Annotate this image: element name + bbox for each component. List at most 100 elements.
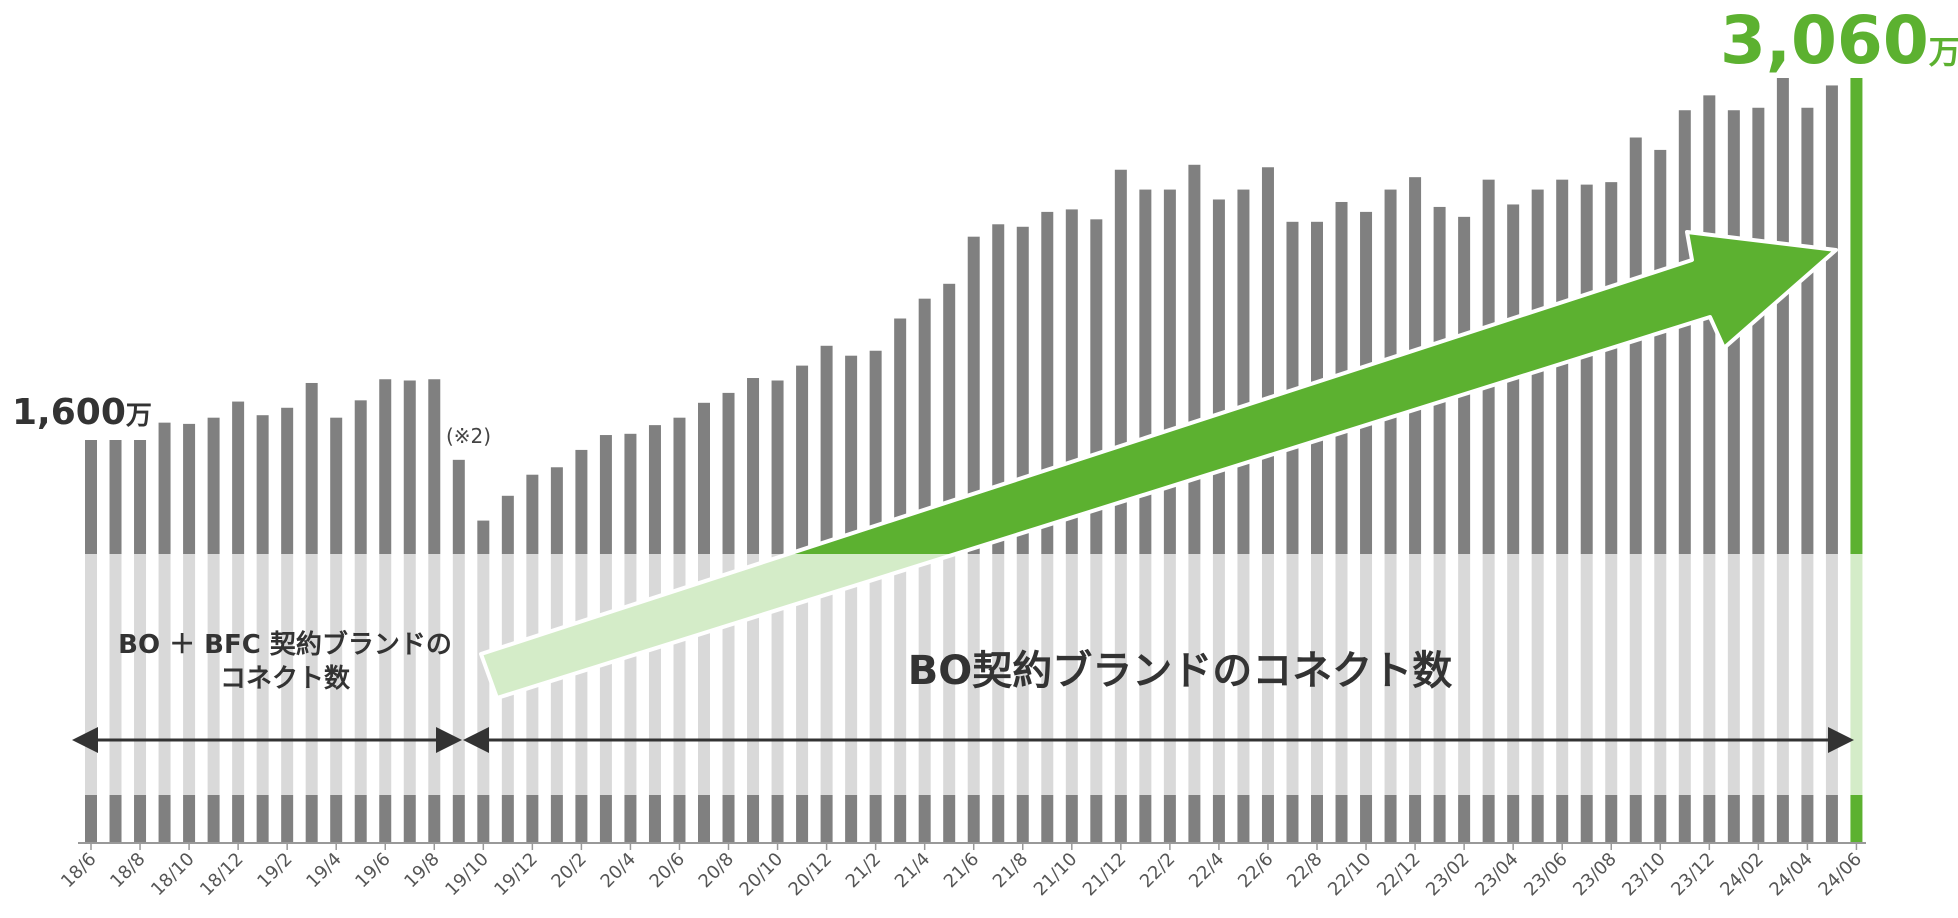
end-unit: 万 <box>1928 33 1958 71</box>
start-value: 1,600 <box>12 392 126 433</box>
bar <box>1507 204 1520 842</box>
growth-arrow-light <box>479 554 963 700</box>
bar <box>85 440 97 842</box>
bar <box>575 449 588 842</box>
x-tick-label: 23/04 <box>1471 849 1523 901</box>
x-tick-label: 20/8 <box>695 849 738 892</box>
x-tick-label: 19/12 <box>490 849 542 901</box>
bar <box>354 400 367 842</box>
x-tick-label: 22/6 <box>1234 849 1277 892</box>
x-tick-label: 21/6 <box>940 849 983 892</box>
bar <box>477 520 490 842</box>
span-arrow-bo <box>463 727 1854 753</box>
end-value-label: 3,060万 <box>1720 2 1958 79</box>
bar <box>1237 189 1250 842</box>
x-tick-label: 24/02 <box>1716 849 1768 901</box>
bar <box>1311 221 1323 842</box>
x-tick-label: 21/10 <box>1030 849 1082 901</box>
bar <box>1360 211 1373 842</box>
x-tick-label: 22/8 <box>1283 849 1326 892</box>
bar <box>1727 110 1740 842</box>
bar <box>403 380 416 842</box>
x-tick-label: 21/8 <box>989 849 1032 892</box>
bar <box>134 440 147 842</box>
end-value: 3,060 <box>1720 2 1929 79</box>
bar <box>1825 85 1838 842</box>
x-tick-label: 18/12 <box>196 849 248 901</box>
x-tick-label: 22/4 <box>1185 849 1228 892</box>
bar <box>1580 184 1593 842</box>
bar <box>967 236 980 842</box>
x-tick-label: 20/4 <box>597 849 640 892</box>
x-tick-label: 24/06 <box>1814 849 1866 901</box>
x-tick-label: 22/10 <box>1324 849 1376 901</box>
x-tick-label: 20/12 <box>785 849 837 901</box>
bar <box>845 355 858 842</box>
bar <box>820 345 833 842</box>
bar <box>109 440 122 842</box>
bar <box>1409 177 1422 842</box>
x-tick-label: 19/10 <box>441 849 493 901</box>
x-tick-label: 22/2 <box>1136 849 1179 892</box>
x-tick-label: 23/08 <box>1569 849 1621 901</box>
x-tick-label: 20/6 <box>646 849 689 892</box>
x-tick-label: 23/12 <box>1667 849 1719 901</box>
bar <box>1458 216 1471 842</box>
x-tick-label: 18/6 <box>57 849 100 892</box>
bar <box>1605 182 1618 842</box>
bar <box>992 224 1005 842</box>
x-tick-label: 23/10 <box>1618 849 1670 901</box>
bar <box>1384 189 1397 842</box>
bar <box>1065 209 1078 842</box>
bar <box>918 298 931 842</box>
span-arrow-bo-bfc <box>72 727 462 753</box>
bar <box>379 379 392 842</box>
bar <box>1163 189 1176 842</box>
x-tick-label: 20/2 <box>548 849 591 892</box>
bar <box>428 379 441 842</box>
growth-arrow <box>479 230 1838 700</box>
bar <box>452 459 465 842</box>
x-tick-label: 19/2 <box>253 849 296 892</box>
bar <box>256 415 269 842</box>
bar <box>183 423 196 842</box>
bar <box>1629 137 1642 842</box>
x-tick-label: 22/12 <box>1373 849 1425 901</box>
x-tick-label: 18/10 <box>147 849 199 901</box>
bar <box>1556 179 1569 842</box>
bar <box>869 350 882 842</box>
start-unit: 万 <box>125 401 152 431</box>
growth-arrow-solid <box>781 230 1838 554</box>
bar <box>330 417 343 842</box>
bar <box>943 283 956 842</box>
bar <box>1016 226 1029 842</box>
bar <box>1752 107 1765 842</box>
x-tick-label: 21/4 <box>891 849 934 892</box>
section-label-bo-bfc-line2: コネクト数 <box>219 664 350 694</box>
x-tick-label: 21/12 <box>1079 849 1131 901</box>
bar <box>1654 149 1667 842</box>
bar <box>1776 78 1789 842</box>
bar <box>1801 107 1814 842</box>
bar <box>1678 110 1691 842</box>
x-tick-label: 20/10 <box>736 849 788 901</box>
x-tick-label: 24/04 <box>1765 849 1817 901</box>
bar <box>771 380 784 842</box>
x-tick-label: 23/02 <box>1422 849 1474 901</box>
bar <box>1482 179 1495 842</box>
bar <box>1286 221 1299 842</box>
x-tick-label: 21/2 <box>842 849 885 892</box>
bar <box>1139 189 1152 842</box>
bar <box>281 407 294 842</box>
x-tick-label: 19/4 <box>302 849 345 892</box>
bar <box>1531 189 1544 842</box>
bar <box>1703 95 1716 842</box>
footnote-marker: (※2) <box>446 424 492 448</box>
bar <box>305 382 318 842</box>
bar <box>894 318 907 842</box>
bar-series <box>85 78 1863 842</box>
x-tick-label: 19/6 <box>351 849 394 892</box>
bar <box>1335 201 1348 842</box>
